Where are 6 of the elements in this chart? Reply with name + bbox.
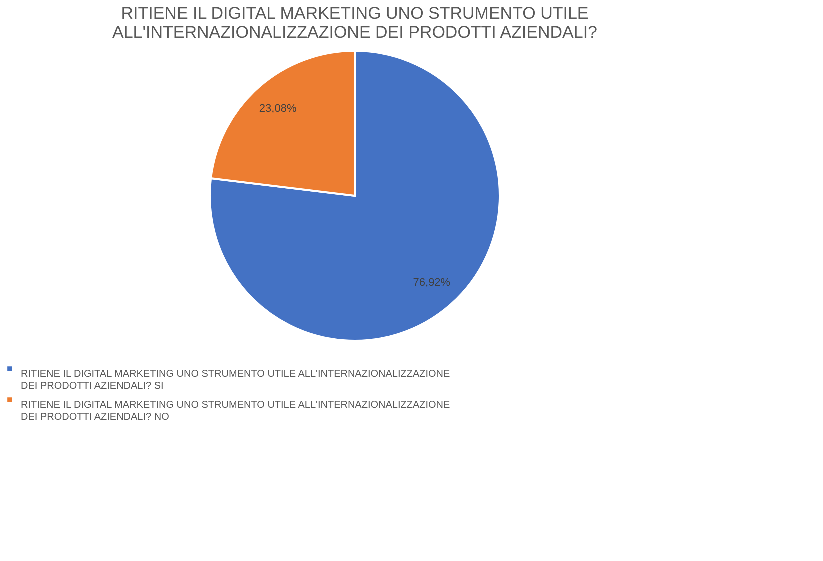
data-label: 76,92% (413, 276, 451, 289)
pie-slice (209, 50, 501, 342)
chart-title: RITIENE IL DIGITAL MARKETING UNO STRUMENTO UTILE ALL'INTERNAZIONALIZZAZIONE DEI PRODOTTI AZIENDALI? (112, 4, 598, 42)
legend-label: RITIENE IL DIGITAL MARKETING UNO STRUMENTO UTILE ALL'INTERNAZIONALIZZAZIONE DEI PRODOTTI AZIENDALI? SI (21, 369, 451, 392)
data-label: 23,08% (259, 103, 297, 116)
legend-label: RITIENE IL DIGITAL MARKETING UNO STRUMENTO UTILE ALL'INTERNAZIONALIZZAZIONE DEI PRODOTTI AZIENDALI? NO (21, 400, 451, 423)
